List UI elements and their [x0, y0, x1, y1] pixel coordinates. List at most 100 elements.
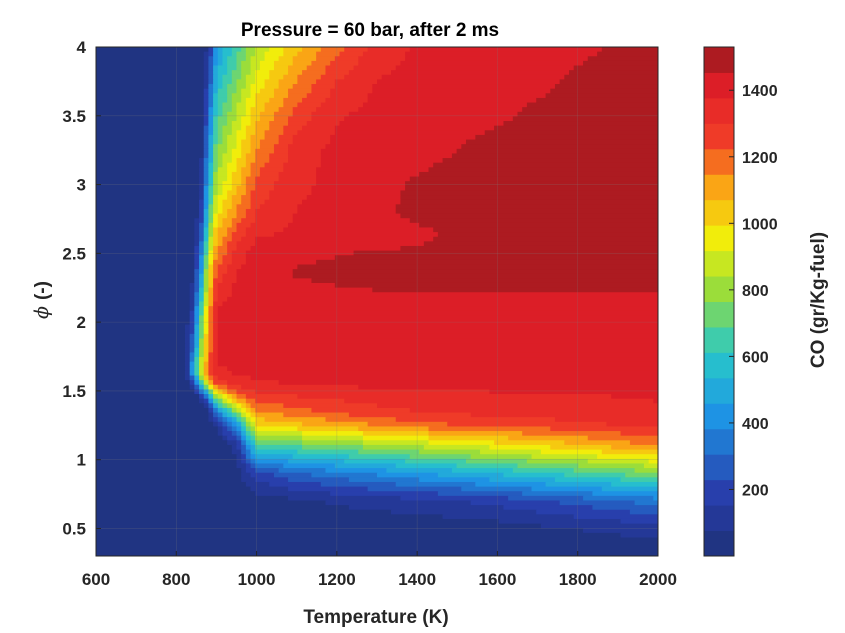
contour-cell	[96, 88, 205, 94]
contour-cell	[269, 125, 284, 131]
contour-cell	[189, 366, 195, 372]
x-tick-label: 1400	[398, 570, 436, 589]
contour-cell	[213, 380, 228, 386]
contour-cell	[255, 398, 345, 404]
contour-cell	[213, 162, 219, 168]
contour-cell	[222, 199, 233, 205]
contour-cell	[199, 338, 205, 344]
contour-cell	[203, 97, 209, 104]
contour-cell	[250, 144, 261, 150]
contour-cell	[199, 352, 205, 358]
contour-cell	[217, 361, 658, 367]
contour-cell	[199, 269, 205, 275]
contour-cell	[236, 208, 247, 215]
contour-cell	[245, 255, 336, 261]
contour-cell	[217, 176, 228, 182]
contour-cell	[96, 139, 205, 145]
contour-cell	[264, 162, 284, 168]
contour-cell	[217, 60, 224, 67]
contour-cell	[217, 130, 224, 136]
contour-cell	[316, 51, 341, 57]
contour-cell	[222, 181, 233, 187]
contour-cell	[96, 292, 191, 298]
contour-cell	[208, 278, 214, 284]
contour-cell	[245, 440, 252, 446]
contour-cell	[96, 472, 242, 478]
contour-cell	[222, 403, 228, 409]
contour-cell	[231, 412, 238, 418]
contour-cell	[283, 167, 317, 173]
contour-cell	[245, 421, 252, 428]
contour-cell	[96, 232, 195, 238]
contour-cell	[377, 79, 561, 85]
contour-cell	[217, 93, 228, 99]
contour-cell	[96, 107, 205, 113]
contour-cell	[297, 264, 658, 270]
contour-cell	[292, 454, 350, 460]
contour-cell	[194, 255, 200, 261]
contour-cell	[213, 264, 219, 270]
contour-cell	[222, 51, 233, 57]
contour-cell	[227, 421, 233, 428]
contour-cell	[255, 449, 298, 455]
contour-cell	[203, 352, 209, 358]
contour-cell	[199, 259, 205, 266]
colorbar-segment	[704, 225, 734, 252]
contour-cell	[241, 454, 247, 460]
contour-cell	[227, 245, 238, 252]
contour-cell	[208, 236, 214, 242]
contour-cell	[573, 65, 658, 71]
contour-cell	[213, 296, 219, 303]
contour-cell	[302, 125, 336, 131]
contour-cell	[208, 208, 214, 215]
contour-cell	[273, 88, 289, 94]
contour-cell	[199, 208, 205, 215]
contour-cell	[227, 407, 233, 414]
contour-cell	[208, 70, 214, 76]
contour-cell	[578, 463, 645, 469]
contour-cell	[217, 167, 228, 173]
contour-cell	[634, 500, 658, 506]
contour-cell	[306, 65, 327, 71]
contour-cell	[199, 292, 205, 298]
contour-cell	[203, 218, 209, 224]
contour-cell	[213, 315, 219, 321]
contour-cell	[208, 287, 214, 293]
contour-cell	[241, 88, 252, 94]
contour-cell	[208, 329, 214, 335]
contour-cell	[255, 125, 270, 131]
y-tick-label: 2	[77, 313, 86, 332]
contour-cell	[227, 440, 238, 446]
contour-cell	[550, 426, 658, 432]
contour-cell	[194, 310, 200, 316]
contour-cell	[236, 389, 256, 395]
contour-cell	[189, 347, 195, 353]
contour-cell	[222, 278, 238, 284]
contour-cell	[241, 125, 247, 131]
contour-cell	[208, 51, 214, 57]
y-tick-label: 4	[77, 38, 87, 57]
contour-cell	[236, 412, 242, 418]
contour-cell	[203, 148, 209, 155]
contour-cell	[273, 144, 289, 150]
contour-cell	[554, 477, 622, 483]
contour-cell	[194, 361, 200, 367]
colorbar-tick-label: 1200	[742, 150, 778, 167]
contour-cell	[245, 458, 252, 465]
contour-cell	[217, 213, 228, 219]
contour-cell	[222, 301, 658, 307]
contour-cell	[255, 491, 331, 497]
contour-cell	[96, 352, 186, 358]
contour-cell	[217, 398, 224, 404]
colorbar-segment	[704, 174, 734, 201]
contour-cell	[494, 440, 565, 446]
contour-cell	[203, 208, 209, 215]
contour-cell	[96, 528, 584, 534]
contour-cell	[217, 65, 228, 71]
contour-cell	[311, 84, 336, 90]
contour-cell	[184, 375, 191, 381]
contour-cell	[208, 190, 214, 196]
contour-cell	[395, 481, 476, 488]
contour-cell	[236, 102, 247, 108]
contour-cell	[208, 213, 214, 219]
